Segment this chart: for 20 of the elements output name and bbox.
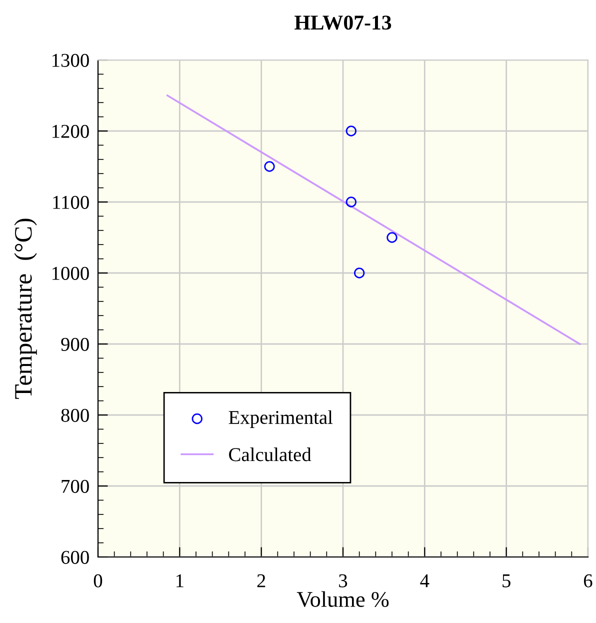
y-tick-label: 1300 [52, 54, 89, 67]
y-tick-label: 1200 [52, 124, 89, 138]
x-tick-label: 2 [257, 574, 266, 588]
y-tick-label: 800 [61, 408, 89, 422]
y-tick-label: 700 [62, 480, 89, 493]
x-tick-label: 0 [94, 574, 102, 588]
x-tick-label: 3 [339, 574, 348, 588]
y-tick-label: 1000 [52, 266, 89, 280]
x-axis-title: Volume % [296, 591, 389, 608]
y-tick-label: 600 [61, 550, 89, 564]
x-tick-label: 4 [420, 574, 430, 588]
y-tick-label: 1100 [53, 196, 89, 209]
x-tick-label: 1 [176, 574, 184, 588]
chart-title: HLW07-13 [294, 16, 392, 30]
y-axis-title: Temperature (°C) [14, 218, 37, 399]
x-tick-label: 6 [584, 574, 592, 588]
y-tick-label: 900 [61, 338, 89, 351]
x-tick-label: 5 [502, 574, 510, 588]
legend-label: Calculated [229, 448, 312, 462]
legend-label: Experimental [228, 410, 333, 428]
